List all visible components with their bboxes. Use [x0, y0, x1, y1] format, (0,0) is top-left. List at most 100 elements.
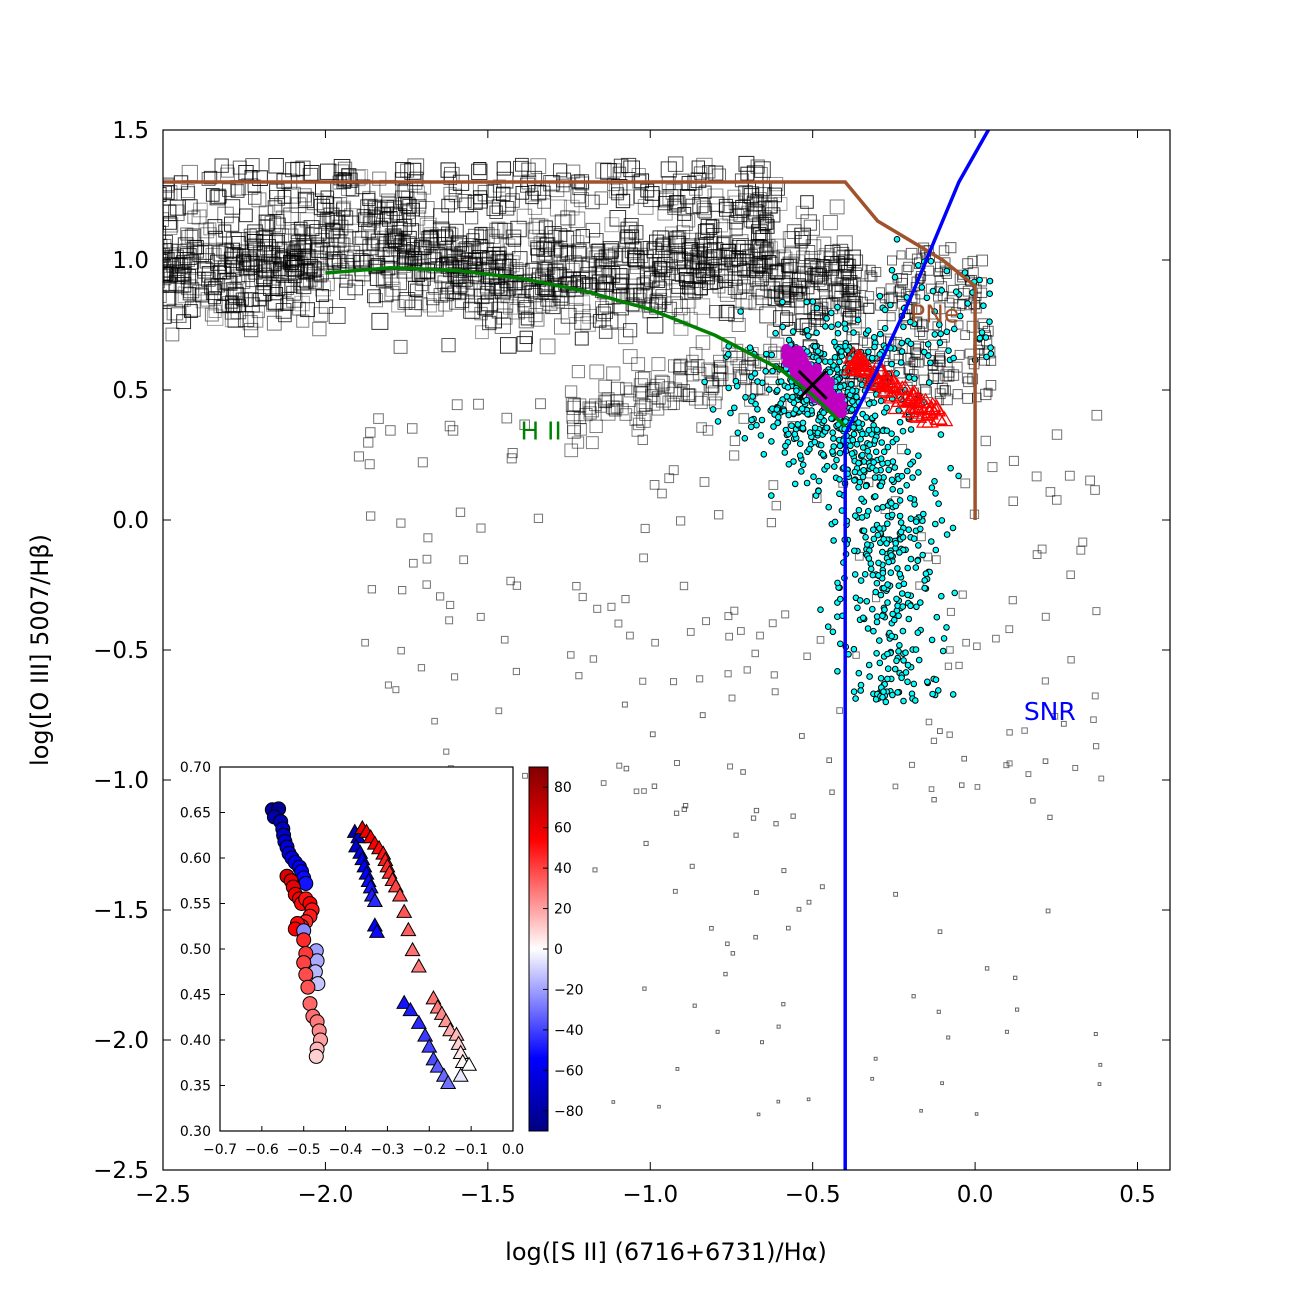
cyan-point [904, 678, 911, 686]
cyan-point [888, 430, 895, 438]
square-point [258, 260, 275, 278]
square-point [632, 417, 646, 431]
square-point [489, 205, 503, 219]
cyan-point [904, 448, 911, 456]
square-point [404, 299, 422, 317]
cyan-point [823, 462, 831, 470]
square-point [192, 284, 209, 301]
cyan-point [826, 368, 834, 376]
cyan-point [898, 674, 905, 682]
cyan-point [798, 468, 805, 475]
square-point [934, 388, 946, 400]
square-point [696, 157, 713, 175]
square-point [766, 324, 781, 338]
square-point [657, 1104, 661, 1109]
square-point [553, 290, 569, 306]
cyan-point [928, 538, 935, 545]
square-point [181, 279, 197, 296]
cyan-point [780, 407, 788, 415]
square-point [476, 281, 493, 298]
colorbar-tick-label: −80 [554, 1104, 584, 1120]
square-point [625, 278, 642, 295]
square-point [530, 158, 547, 175]
square-point [887, 255, 898, 266]
square-point [930, 737, 938, 744]
cyan-point [900, 580, 908, 588]
square-point [803, 652, 811, 661]
cyan-point [865, 555, 873, 562]
cyan-point [874, 505, 881, 512]
square-point [640, 523, 650, 534]
square-point [589, 419, 603, 434]
square-point [585, 436, 599, 450]
square-point [510, 220, 527, 238]
cyan-point [936, 339, 944, 347]
square-point [607, 178, 621, 192]
cyan-point [943, 328, 951, 336]
square-point [496, 161, 511, 176]
square-point [728, 694, 736, 702]
square-point [170, 268, 186, 284]
square-point [568, 302, 584, 319]
cyan-point [888, 511, 896, 519]
square-point [382, 211, 398, 227]
inset-circle-point [300, 979, 316, 995]
cyan-point [912, 697, 919, 704]
square-point [500, 337, 517, 354]
square-point [163, 244, 169, 258]
cyan-point [910, 535, 918, 543]
square-point [892, 783, 899, 790]
x-tick-label: −1.5 [460, 1182, 516, 1208]
square-point [218, 224, 232, 238]
cyan-point [893, 657, 900, 665]
cyan-point [847, 381, 855, 388]
square-point [524, 282, 539, 297]
square-point [214, 263, 231, 280]
square-point [1064, 470, 1075, 481]
square-point [244, 322, 259, 338]
cyan-point [907, 555, 915, 563]
cyan-point [904, 661, 912, 669]
square-point [952, 389, 963, 400]
cyan-point [741, 435, 749, 442]
square-point [163, 247, 167, 263]
cyan-point [859, 451, 866, 459]
square-point [606, 366, 621, 381]
cyan-point [796, 440, 804, 448]
square-point [297, 273, 311, 288]
cyan-point [888, 476, 896, 484]
square-point [628, 225, 644, 240]
square-point [607, 602, 616, 611]
cyan-point [857, 435, 864, 443]
square-point [191, 209, 207, 225]
cyan-point [924, 678, 931, 686]
square-point [642, 986, 647, 991]
inset-y-tick-label: 0.55 [180, 897, 211, 913]
square-point [310, 237, 325, 251]
square-point [518, 302, 535, 319]
cyan-point [904, 591, 912, 599]
square-point [708, 165, 724, 181]
square-point [693, 166, 708, 180]
square-point [1008, 496, 1019, 507]
cyan-point [785, 461, 793, 468]
cyan-point [772, 329, 779, 337]
square-point [396, 258, 411, 273]
square-point [1025, 771, 1032, 778]
cyan-point [899, 627, 907, 635]
square-point [431, 717, 438, 725]
cyan-point [891, 616, 898, 624]
square-point [447, 267, 462, 282]
square-point [366, 511, 376, 521]
square-point [692, 366, 707, 381]
square-point [631, 357, 646, 372]
square-point [687, 282, 703, 298]
cyan-point [863, 414, 870, 421]
square-point [852, 651, 860, 659]
square-point [690, 359, 705, 373]
cyan-point [849, 387, 856, 394]
square-point [427, 299, 444, 317]
cyan-point [834, 668, 841, 675]
square-point [485, 229, 500, 245]
square-point [222, 183, 236, 197]
